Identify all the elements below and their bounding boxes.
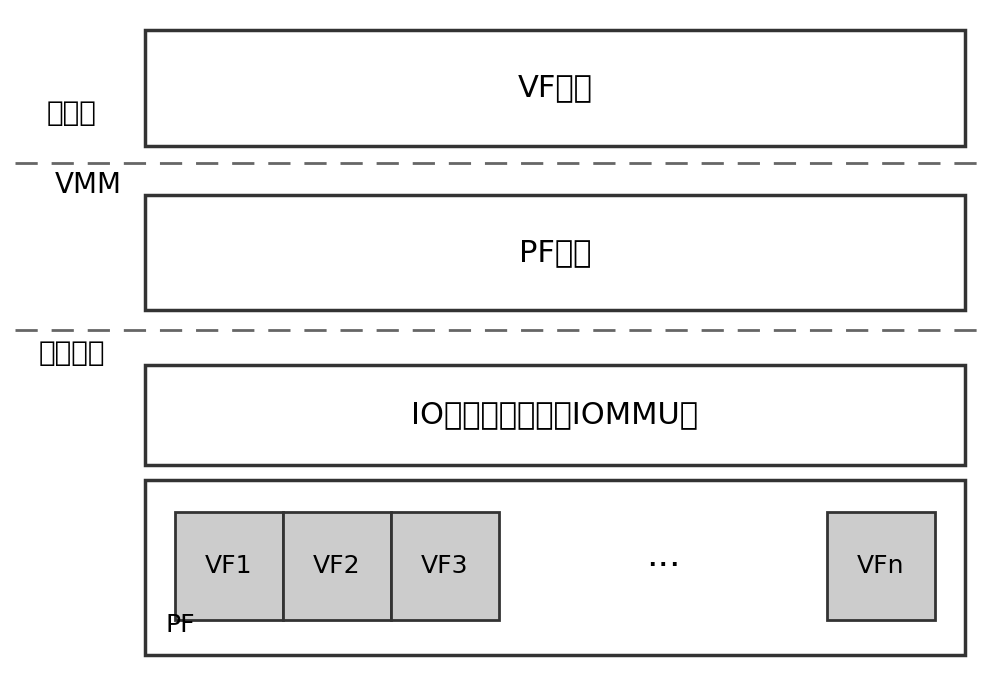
Bar xyxy=(827,512,935,620)
Text: VF1: VF1 xyxy=(205,554,253,578)
Bar xyxy=(391,512,499,620)
Text: ···: ··· xyxy=(646,549,680,583)
Bar xyxy=(145,195,965,310)
Text: PF驱动: PF驱动 xyxy=(519,238,591,267)
Text: 虚拟机: 虚拟机 xyxy=(47,99,97,127)
Bar xyxy=(145,30,965,146)
Bar xyxy=(145,480,965,655)
Text: VFn: VFn xyxy=(857,554,905,578)
Text: VMM: VMM xyxy=(55,171,122,199)
Text: 物理资源: 物理资源 xyxy=(39,339,105,367)
Text: VF驱动: VF驱动 xyxy=(518,73,592,102)
Bar xyxy=(175,512,283,620)
Text: PF: PF xyxy=(165,613,195,637)
Text: VF3: VF3 xyxy=(421,554,469,578)
Bar xyxy=(145,365,965,465)
Text: VF2: VF2 xyxy=(313,554,361,578)
Bar xyxy=(283,512,391,620)
Text: IO内存控制单元（IOMMU）: IO内存控制单元（IOMMU） xyxy=(412,400,698,429)
